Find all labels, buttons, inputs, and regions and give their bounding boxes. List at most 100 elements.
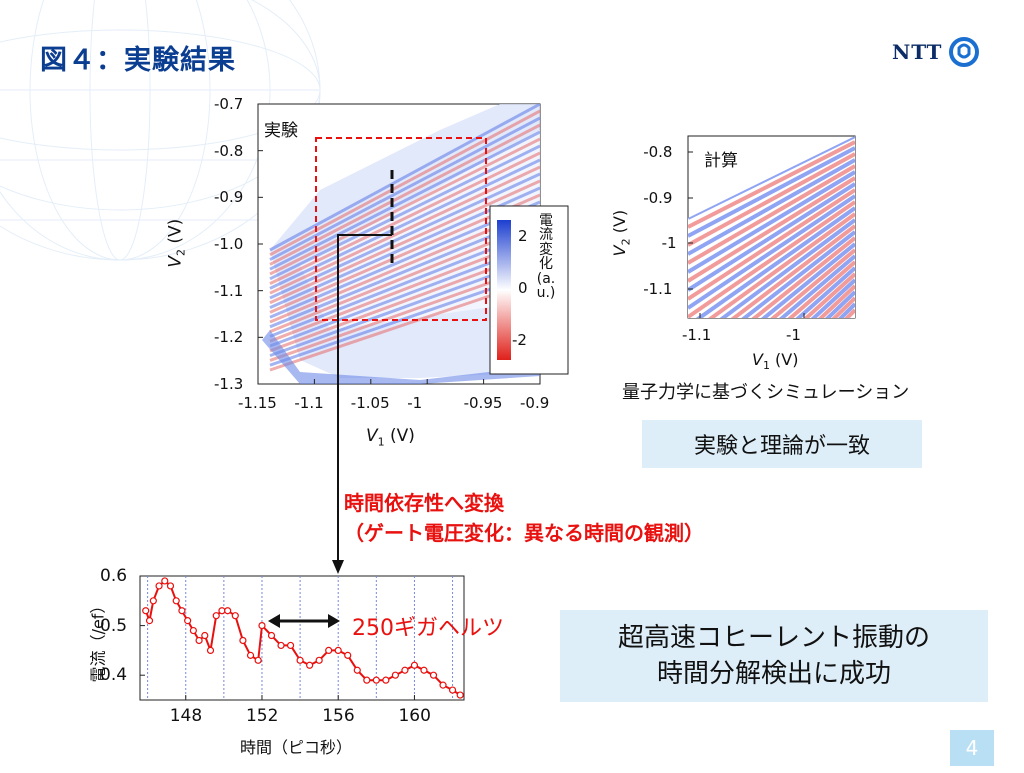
sim-x-tick-label: -1.1 <box>682 326 712 344</box>
trace-x-tick-label: 156 <box>322 706 355 726</box>
success-box-line1: 超高速コヒーレント振動の <box>617 623 930 653</box>
region-of-interest-box <box>315 137 487 321</box>
data-point <box>382 676 390 684</box>
trace-y-tick-label: 0.5 <box>100 615 128 636</box>
success-box: 超高速コヒーレント振動の 時間分解検出に成功 <box>560 610 988 702</box>
data-point <box>166 582 175 590</box>
exp-y-tick-label: -0.8 <box>214 141 244 160</box>
data-point <box>231 612 239 620</box>
data-point <box>239 636 247 645</box>
background-globe <box>0 0 321 261</box>
data-point <box>212 612 220 620</box>
data-point <box>258 621 266 630</box>
exp-y-tick-label: -1.3 <box>214 375 244 393</box>
data-point <box>155 582 163 590</box>
data-point <box>401 666 409 674</box>
data-point <box>184 617 192 625</box>
data-point <box>178 607 186 615</box>
data-point <box>277 641 285 650</box>
data-point <box>172 597 180 605</box>
data-point <box>206 646 215 655</box>
data-point <box>145 617 154 625</box>
success-box-line2: 時間分解検出に成功 <box>656 659 891 689</box>
data-point <box>224 607 232 615</box>
trace-x-tick-label: 152 <box>245 706 279 726</box>
exp-x-tick-label: -0.95 <box>463 394 503 412</box>
exp-y-tick-label: -1.0 <box>214 235 244 253</box>
exp-x-tick-label: -1.05 <box>350 394 390 412</box>
data-point <box>267 631 276 640</box>
data-point <box>201 631 209 640</box>
simulation-label: 計算 <box>704 151 738 171</box>
data-point <box>448 686 457 694</box>
experiment-x-axis-label: V1 (V) <box>366 426 415 449</box>
trace-x-tick-label: 148 <box>169 706 203 726</box>
data-point <box>372 676 380 684</box>
agreement-box: 実験と理論が一致 <box>642 420 922 468</box>
time-trace-frame <box>139 575 465 701</box>
sim-y-tick-label: -0.9 <box>643 189 673 207</box>
ntt-logo: NTT <box>892 36 980 68</box>
sim-y-tick-label: -0.8 <box>643 143 673 161</box>
exp-y-tick-label: -1.2 <box>214 328 244 347</box>
data-point <box>161 577 169 585</box>
colorbar-tick-label: 0 <box>518 279 528 297</box>
data-point <box>296 656 304 664</box>
transform-text-line2: （ゲート電圧変化：異なる時間の観測） <box>344 521 704 545</box>
colorbar-tick-label: -2 <box>512 331 527 349</box>
data-point <box>218 607 226 615</box>
sim-y-tick-label: -1 <box>661 234 677 252</box>
trace-x-tick-label: 160 <box>398 706 431 726</box>
experiment-label: 実験 <box>264 121 298 141</box>
page-number: 4 <box>950 730 994 766</box>
exp-x-tick-label: -0.9 <box>520 394 550 412</box>
sim-x-tick-label: -1 <box>786 326 801 344</box>
trace-y-tick-label: 0.6 <box>100 566 128 586</box>
frequency-label: 250ギガヘルツ <box>352 616 504 641</box>
data-point <box>420 666 428 674</box>
connector-arrow <box>337 234 392 568</box>
simulation-x-axis-label: V1 (V) <box>752 350 799 373</box>
trace-x-axis-label: 時間（ピコ秒） <box>240 738 353 757</box>
data-point <box>429 671 438 679</box>
data-point <box>142 607 150 615</box>
exp-y-tick-label: -1.1 <box>214 281 244 300</box>
data-point <box>363 676 371 684</box>
data-point <box>189 626 197 635</box>
colorbar-label: 電流変化(a.u.) <box>536 213 556 302</box>
exp-x-tick-label: -1 <box>407 394 423 412</box>
data-point <box>353 666 361 674</box>
exp-x-tick-label: -1.15 <box>238 394 277 412</box>
data-point <box>195 636 203 645</box>
data-point <box>325 646 333 655</box>
data-point <box>456 691 464 699</box>
transform-text: 時間依存性へ変換 （ゲート電圧変化：異なる時間の観測） <box>344 488 704 548</box>
data-point <box>246 651 255 659</box>
data-point <box>391 671 399 679</box>
data-point <box>254 656 262 664</box>
data-point <box>410 661 419 669</box>
trace-y-tick-label: 0.4 <box>100 665 128 686</box>
colorbar <box>497 220 511 360</box>
exp-y-tick-label: -0.9 <box>214 188 244 207</box>
exp-x-tick-label: -1.1 <box>294 394 324 412</box>
data-point <box>315 656 323 664</box>
transform-text-line1: 時間依存性へ変換 <box>344 491 504 515</box>
ntt-logo-icon <box>949 37 980 67</box>
data-point <box>149 597 157 605</box>
logo-text: NTT <box>892 40 943 64</box>
sim-y-tick-label: -1.1 <box>643 280 673 298</box>
exp-y-tick-label: -0.7 <box>214 95 244 113</box>
data-point <box>344 651 352 659</box>
colorbar-tick-label: 2 <box>518 227 528 245</box>
data-point <box>439 681 447 689</box>
data-point <box>334 646 342 655</box>
data-point <box>306 661 314 669</box>
data-point <box>286 641 295 650</box>
simulation-caption: 量子力学に基づくシミュレーション <box>622 382 910 403</box>
trace-y-axis-label: 電流（/ef） <box>88 597 108 683</box>
slide-title: 図４：実験結果 <box>40 45 236 76</box>
